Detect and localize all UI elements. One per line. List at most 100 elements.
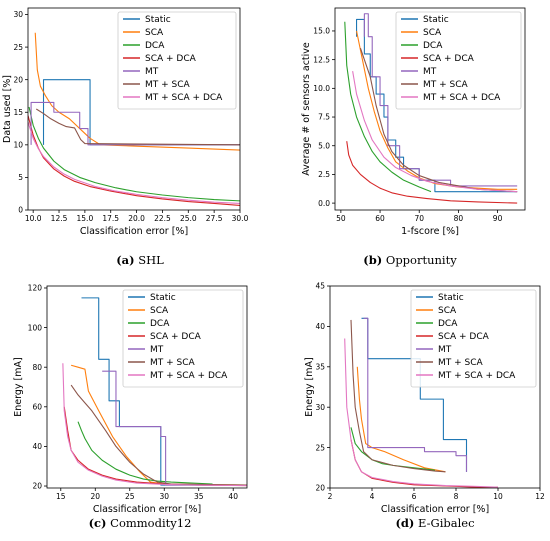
legend-entry: DCA	[423, 41, 443, 51]
y-tick-label: 5	[18, 173, 23, 182]
legend-entry: Static	[423, 15, 449, 25]
legend-entry: DCA	[438, 319, 458, 329]
series-line	[344, 21, 432, 193]
x-tick-label: 2	[328, 492, 333, 501]
legend-entry: MT + SCA	[423, 80, 469, 90]
series-line	[62, 363, 247, 487]
x-tick-label: 80	[454, 214, 464, 223]
legend-entry: SCA	[150, 306, 169, 316]
y-tick-label: 30	[13, 10, 23, 19]
y-tick-label: 25	[13, 43, 23, 52]
legend-entry: SCA + DCA	[423, 54, 475, 64]
y-tick-label: 60	[32, 403, 42, 412]
caption-label: (b)	[363, 253, 382, 267]
y-tick-label: 12.5	[313, 55, 330, 64]
x-tick-label: 8	[454, 492, 459, 501]
legend: Static SCA DCA SCA + DCA MT MT + SCA MT + SCA …	[410, 289, 537, 388]
y-axis-label: Energy [mA]	[13, 357, 24, 416]
legend-entry: MT	[150, 345, 164, 355]
caption-text: Commodity12	[106, 516, 191, 530]
series-line	[350, 319, 446, 473]
legend-entry: MT + SCA + DCA	[423, 93, 501, 103]
legend-entry: SCA + DCA	[145, 54, 197, 64]
chart-panel: 50 60 70 80 90 0.0 2.5 5.0 7.5 10.0 12.5 15.0 1-fsco…	[301, 7, 526, 267]
x-tick-label: 22.5	[154, 214, 171, 223]
y-tick-label: 30	[315, 403, 325, 412]
x-tick-label: 35	[194, 492, 204, 501]
subfigure-caption: (b) Opportunity	[363, 253, 457, 267]
y-tick-label: 10	[13, 141, 23, 150]
series-line	[352, 71, 518, 193]
x-tick-label: 12	[535, 492, 545, 501]
x-tick-label: 40	[228, 492, 238, 501]
caption-label: (a)	[116, 253, 134, 267]
series-line	[344, 338, 499, 488]
legend-entry: MT + SCA	[150, 358, 196, 368]
x-tick-label: 15.0	[77, 214, 94, 223]
legend-entry: SCA	[438, 306, 457, 316]
x-tick-label: 90	[493, 214, 503, 223]
y-tick-label: 20	[13, 75, 23, 84]
series-line	[102, 370, 247, 486]
x-tick-label: 4	[370, 492, 375, 501]
legend-entry: Static	[150, 293, 176, 303]
legend-entry: MT + SCA	[438, 358, 484, 368]
caption-label: (c)	[89, 516, 107, 530]
x-tick-label: 15	[56, 492, 66, 501]
chart-panel: 15 20 25 30 35 40 20 40 60 80 100 120 Classification…	[13, 284, 248, 530]
legend-box	[117, 11, 237, 110]
legend: Static SCA DCA SCA + DCA MT MT + SCA MT + SCA …	[122, 289, 244, 388]
series-line	[34, 32, 240, 151]
x-axis-label: Classification error [%]	[80, 226, 188, 237]
legend-entry: MT	[438, 345, 452, 355]
series-group	[62, 297, 247, 487]
x-axis-label: Classification error [%]	[93, 504, 201, 515]
series-line	[359, 47, 518, 193]
plot-frame	[27, 7, 241, 211]
legend-entry: MT + SCA + DCA	[145, 93, 223, 103]
y-tick-label: 0	[18, 206, 23, 215]
legend-entry: DCA	[150, 319, 170, 329]
series-line	[77, 421, 213, 485]
y-tick-label: 10.0	[313, 84, 330, 93]
legend-entry: Static	[145, 15, 171, 25]
y-tick-label: 2.5	[318, 170, 330, 179]
series-line	[28, 121, 240, 205]
x-tick-label: 60	[375, 214, 385, 223]
caption-label: (d)	[395, 516, 414, 530]
subfigure-caption: (d) E-Gibalec	[395, 516, 474, 530]
x-tick-label: 25.0	[180, 214, 197, 223]
y-tick-label: 40	[32, 442, 42, 451]
series-line	[346, 141, 518, 204]
chart-panel: 2 4 6 8 10 12 20 25 30 35 40 45 Classification error…	[304, 282, 545, 530]
y-tick-label: 15	[13, 108, 23, 117]
series-group	[344, 317, 499, 488]
x-tick-label: 27.5	[206, 214, 223, 223]
series-line	[363, 13, 518, 187]
x-tick-label: 6	[412, 492, 417, 501]
x-tick-label: 10.0	[25, 214, 42, 223]
legend-entry: MT	[145, 67, 159, 77]
plot-frame	[329, 285, 541, 489]
legend-box	[122, 289, 244, 388]
series-group	[344, 13, 518, 204]
x-tick-label: 70	[414, 214, 424, 223]
y-tick-label: 100	[28, 323, 43, 332]
x-tick-label: 17.5	[102, 214, 119, 223]
x-tick-label: 30	[159, 492, 169, 501]
series-group	[28, 32, 240, 206]
x-tick-label: 50	[336, 214, 346, 223]
legend-box	[410, 289, 537, 388]
legend-entry: MT + SCA + DCA	[150, 371, 228, 381]
series-line	[28, 115, 240, 206]
caption-text: SHL	[135, 253, 165, 267]
legend-box	[395, 11, 522, 110]
plot-frame	[334, 7, 526, 211]
y-tick-label: 5.0	[318, 141, 330, 150]
x-tick-label: 30.0	[232, 214, 249, 223]
series-line	[63, 406, 247, 487]
y-tick-label: 35	[315, 363, 325, 372]
series-line	[30, 101, 240, 146]
subfigure-caption: (a) SHL	[116, 253, 164, 267]
legend: Static SCA DCA SCA + DCA MT MT + SCA MT + SCA …	[395, 11, 522, 110]
